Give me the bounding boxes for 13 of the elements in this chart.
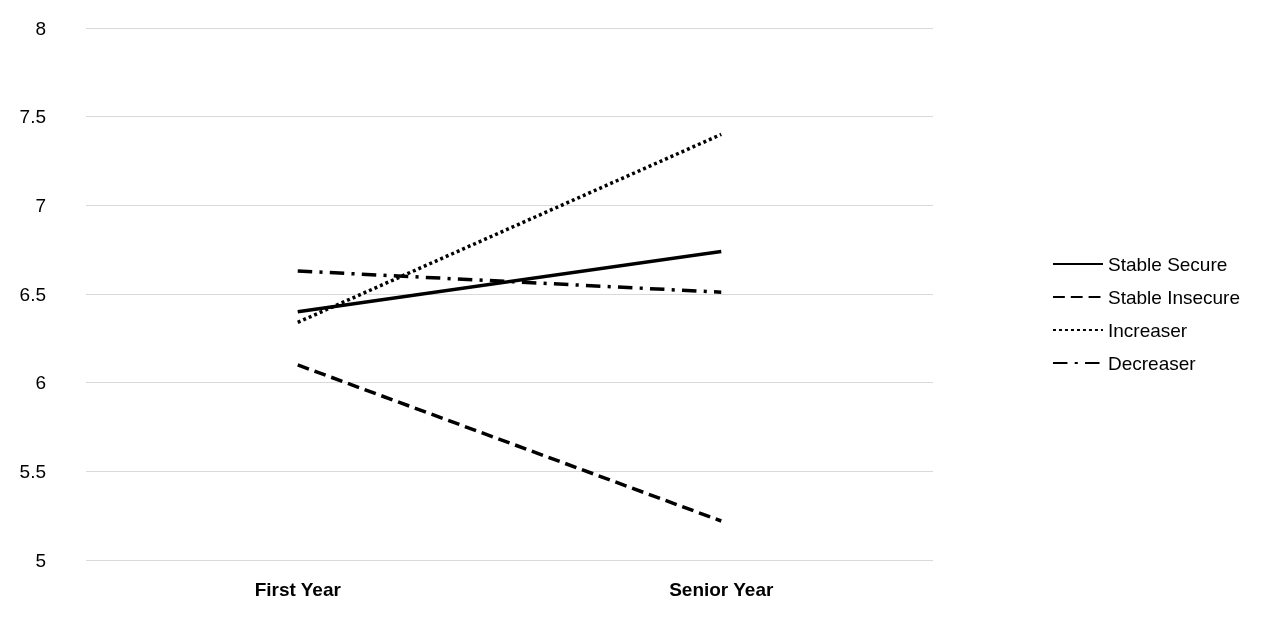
legend-label: Decreaser xyxy=(1107,352,1197,374)
y-tick-label: 7 xyxy=(35,194,46,216)
x-tick-label: First Year xyxy=(254,579,342,600)
legend-label: Increaser xyxy=(1107,319,1188,341)
y-tick-label: 7.5 xyxy=(19,106,46,128)
legend-label: Stable Insecure xyxy=(1107,286,1241,308)
y-tick-label: 5.5 xyxy=(19,460,46,482)
y-tick-label: 8 xyxy=(35,17,46,39)
x-tick-label: Senior Year xyxy=(669,579,774,600)
legend-label: Stable Secure xyxy=(1107,253,1228,275)
y-tick-label: 6 xyxy=(35,372,46,394)
y-tick-label: 6.5 xyxy=(19,283,46,305)
y-tick-label: 5 xyxy=(35,549,46,571)
